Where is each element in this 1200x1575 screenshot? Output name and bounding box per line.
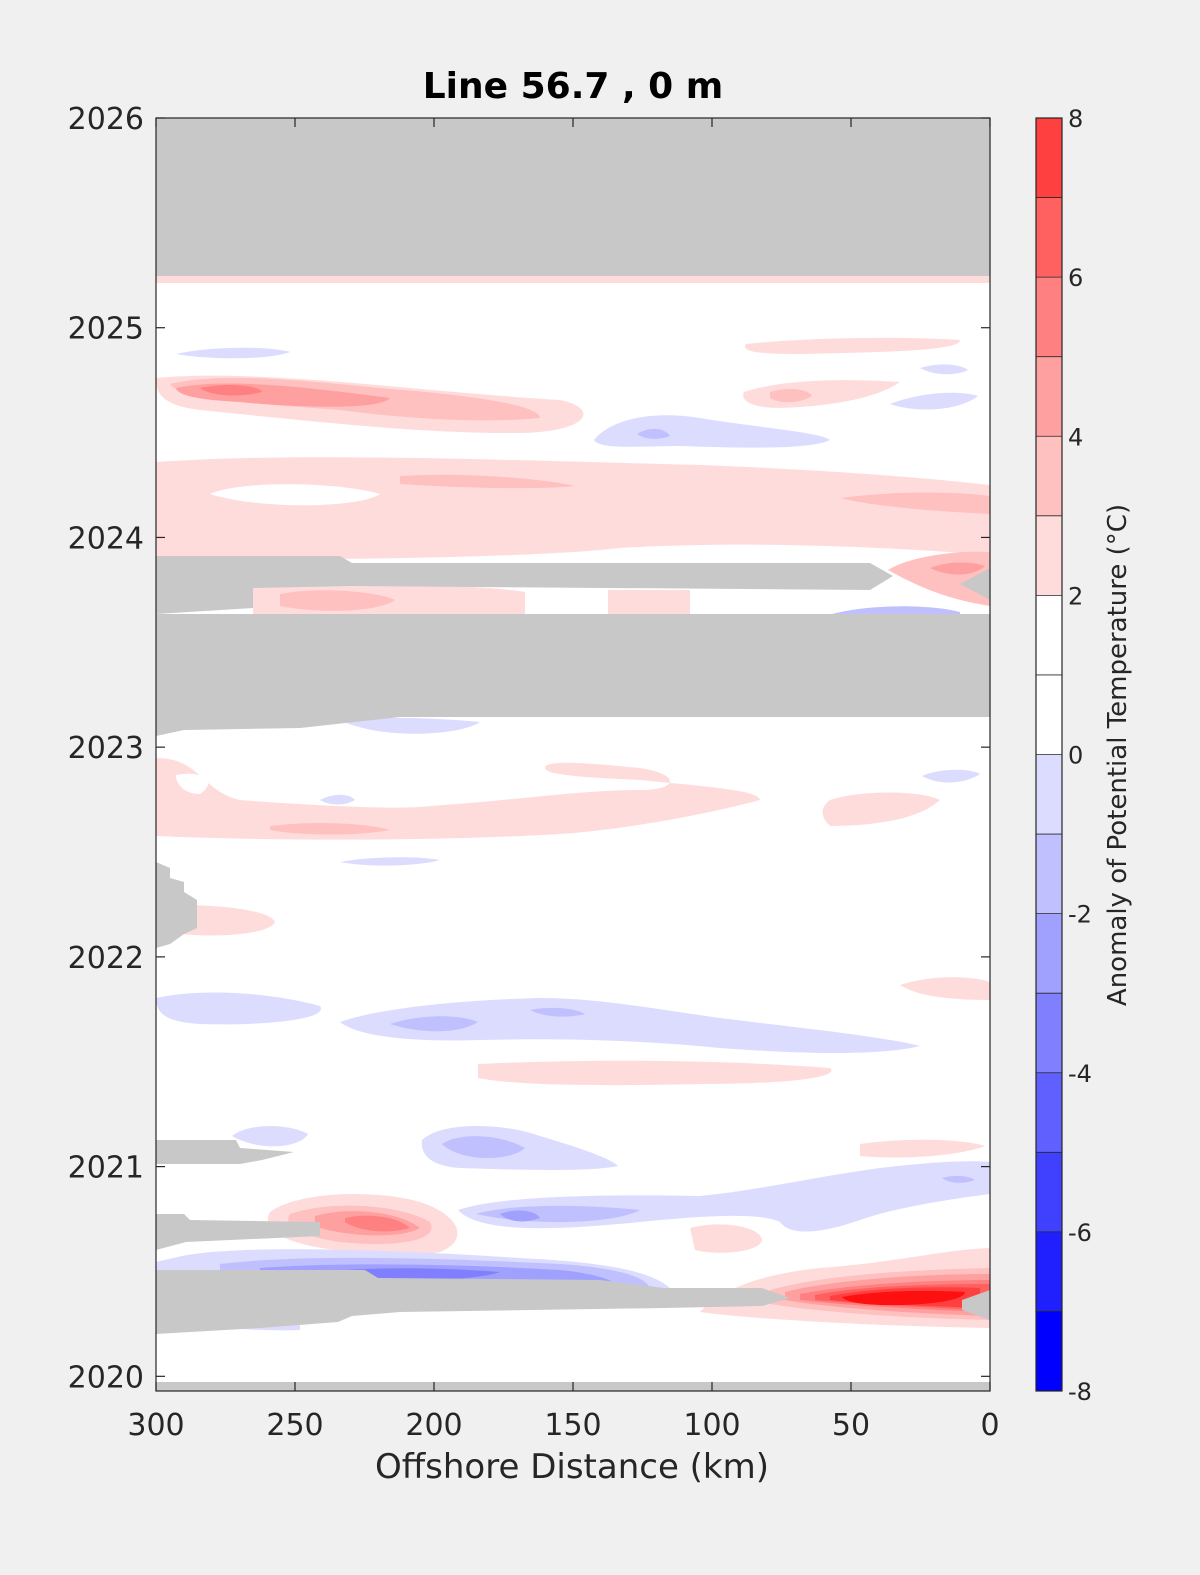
no-data-2020-q3 xyxy=(156,1214,320,1250)
anomaly-band-2021-q1 xyxy=(860,1139,985,1158)
colorbar-segment xyxy=(1036,834,1062,914)
colorbar-segment xyxy=(1036,515,1062,596)
anomaly-2021-q3-cold-core2 xyxy=(530,1007,585,1017)
anomaly-band-2021-q2 xyxy=(478,1060,832,1086)
anomaly-2020-q3-max xyxy=(345,1215,410,1232)
anomaly-2022-q3 xyxy=(270,823,390,835)
colorbar-segment xyxy=(1036,674,1062,755)
anomaly-2024-q4-peak xyxy=(200,385,262,396)
colorbar-tick-label: 6 xyxy=(1068,264,1083,292)
colorbar-tick-label: 8 xyxy=(1068,105,1083,133)
anomaly-2024-cold-core xyxy=(637,428,670,439)
anomaly-2022-q4-cold xyxy=(320,794,355,805)
colorbar-segment xyxy=(1036,118,1062,198)
no-data-regions xyxy=(156,118,990,1391)
colorbar-frame xyxy=(1035,117,1063,1392)
anomaly-2024-band-west xyxy=(400,474,575,489)
anomaly-2024-cold xyxy=(594,415,830,448)
colorbar-segment xyxy=(1036,913,1062,994)
colorbar-tick-label: -6 xyxy=(1068,1219,1092,1247)
y-tick-label: 2022 xyxy=(68,941,144,976)
anomaly-2023-q1-cold xyxy=(340,717,480,734)
anomaly-2025-cold-west xyxy=(176,347,290,359)
x-tick-label: 100 xyxy=(683,1408,740,1443)
neutral-hole-2024 xyxy=(210,484,380,506)
colorbar-segment xyxy=(1036,993,1062,1073)
colorbar-segment xyxy=(1036,1152,1062,1232)
colorbar-segment xyxy=(1036,1072,1062,1153)
anomaly-2024-band-east xyxy=(840,492,990,514)
x-tick-label: 150 xyxy=(544,1408,601,1443)
colorbar-label: Anomaly of Potential Temperature (°C) xyxy=(1103,504,1133,1006)
anomaly-band-2024 xyxy=(156,457,990,560)
colorbar-segment xyxy=(1036,1311,1062,1391)
colorbar-segment xyxy=(1036,356,1062,437)
no-data-2023 xyxy=(156,614,990,736)
x-tick-label: 200 xyxy=(405,1408,462,1443)
anomaly-band-2022-q1 xyxy=(180,905,275,936)
colorbar-segment xyxy=(1036,595,1062,675)
no-data-2023-q4 xyxy=(156,556,893,614)
anomaly-2024-q4-east-core xyxy=(770,389,812,403)
x-tick-label: 250 xyxy=(266,1408,323,1443)
colorbar-segment xyxy=(1036,436,1062,516)
no-data-2025-2026 xyxy=(156,118,990,276)
y-tick-label: 2026 xyxy=(68,102,144,137)
anomaly-2021-q1-cold-core xyxy=(442,1136,525,1159)
anomaly-2023-q4-east-core xyxy=(930,562,985,575)
anomaly-band-2025 xyxy=(744,337,960,354)
colorbar: -8 -6 -4 -2 0 2 4 6 8 xyxy=(1035,105,1092,1406)
y-tick-label: 2021 xyxy=(68,1151,144,1186)
anomaly-2020-q4-cold-east xyxy=(942,1175,975,1183)
x-tick-label: 300 xyxy=(127,1408,184,1443)
colorbar-tick-label: 2 xyxy=(1068,582,1083,610)
y-tick-label: 2024 xyxy=(68,521,144,556)
anomaly-band-2022-q4-east xyxy=(822,792,940,826)
anomaly-band-2025-q1 xyxy=(156,276,990,283)
x-tick-label: 50 xyxy=(832,1408,870,1443)
colorbar-tick-label: 4 xyxy=(1068,423,1083,451)
strong-positive-anomalies xyxy=(176,383,990,1316)
y-tick-label: 2025 xyxy=(68,312,144,347)
anomaly-2025-cold-east xyxy=(920,364,968,375)
anomaly-band-2020-east xyxy=(690,1224,762,1253)
no-data-2021 xyxy=(156,1140,294,1164)
y-tick-label: 2020 xyxy=(68,1360,144,1395)
anomaly-band-2023-q2 xyxy=(608,590,690,614)
anomaly-band-2022-q4 xyxy=(156,758,760,840)
y-axis: 2020 2021 2022 2023 2024 2025 2026 xyxy=(68,102,990,1395)
anomaly-2022-q4-cold-east xyxy=(922,769,980,783)
colorbar-segment xyxy=(1036,754,1062,835)
neutral-holes xyxy=(176,484,380,794)
chart-title: Line 56.7 , 0 m xyxy=(423,66,724,107)
no-data-2022 xyxy=(156,862,197,948)
anomaly-2021-q3-cold-band xyxy=(340,998,920,1053)
colorbar-tick-label: -4 xyxy=(1068,1060,1092,1088)
anomaly-band-2021-east xyxy=(900,977,990,1000)
anomaly-2023-q3-west xyxy=(280,590,395,611)
no-data-2020-q2-east xyxy=(962,1290,990,1320)
anomaly-2021-q3-cold-core xyxy=(390,1016,478,1032)
anomaly-2020-q4-cold-max xyxy=(500,1210,540,1222)
colorbar-tick-label: -2 xyxy=(1068,901,1092,929)
x-axis-label: Offshore Distance (km) xyxy=(375,1447,769,1487)
x-axis: 300 250 200 150 100 50 0 xyxy=(127,118,1000,1443)
anomaly-2024-q4-cold-east xyxy=(890,392,978,410)
y-tick-label: 2023 xyxy=(68,731,144,766)
anomaly-2021-cold-west xyxy=(232,1126,308,1147)
plot-area xyxy=(156,118,990,1391)
no-data-2020-q2 xyxy=(156,1270,790,1334)
colorbar-segment xyxy=(1036,1231,1062,1312)
anomaly-2021-q3-cold xyxy=(156,992,321,1025)
x-tick-label: 0 xyxy=(980,1408,999,1443)
colorbar-tick-label: 0 xyxy=(1068,742,1083,770)
neutral-hole-2022 xyxy=(176,773,209,794)
no-data-2023-q4-east xyxy=(960,568,990,600)
anomaly-2022-q3-cold xyxy=(340,857,440,866)
colorbar-segment xyxy=(1036,277,1062,357)
anomaly-2020-q2-peak xyxy=(842,1290,965,1306)
colorbar-segment xyxy=(1036,197,1062,278)
colorbar-tick-label: -8 xyxy=(1068,1378,1092,1406)
